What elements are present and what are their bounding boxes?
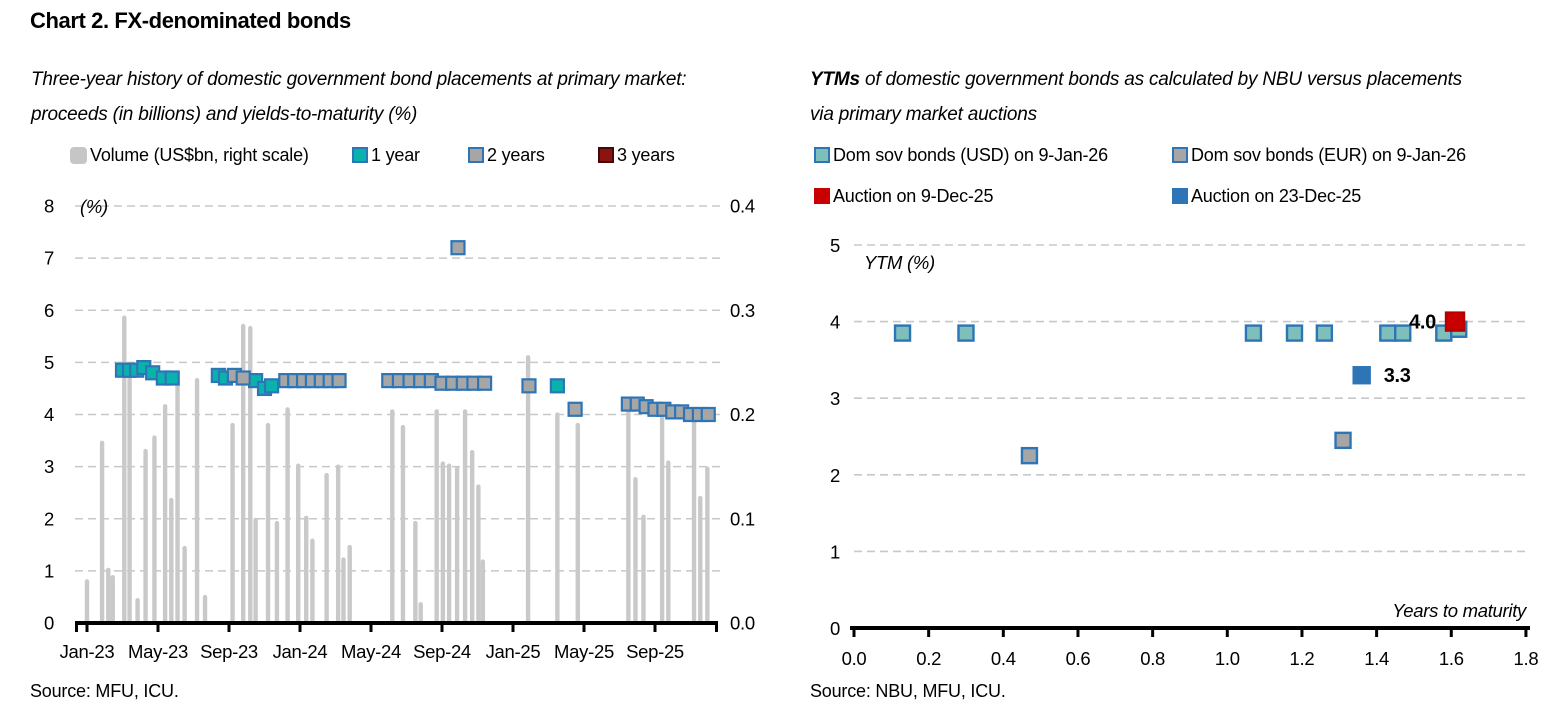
page-title: Chart 2. FX-denominated bonds bbox=[30, 8, 351, 33]
legend-label-auction-23-dec: Auction on 23-Dec-25 bbox=[1191, 185, 1362, 206]
svg-text:0.3: 0.3 bbox=[730, 300, 755, 321]
svg-text:0.8: 0.8 bbox=[1140, 648, 1165, 669]
svg-text:0: 0 bbox=[830, 618, 840, 639]
svg-text:May-24: May-24 bbox=[341, 641, 401, 662]
right-chart-subtitle: YTMs of domestic government bonds as cal… bbox=[810, 62, 1563, 132]
svg-text:May-23: May-23 bbox=[128, 641, 188, 662]
legend-item-1-year: 1 year bbox=[352, 145, 420, 165]
three-years-swatch-icon bbox=[598, 147, 614, 163]
left-subtitle-line2: proceeds (in billions) and yields-to-mat… bbox=[31, 104, 418, 125]
right-subtitle-line2: via primary market auctions bbox=[810, 104, 1037, 125]
left-chart-subtitle: Three-year history of domestic governmen… bbox=[31, 62, 771, 132]
svg-text:2: 2 bbox=[44, 508, 54, 529]
svg-text:1.0: 1.0 bbox=[1215, 648, 1240, 669]
svg-text:1.2: 1.2 bbox=[1290, 648, 1315, 669]
svg-text:0.2: 0.2 bbox=[730, 404, 755, 425]
right-chart-plot: 0.0 0.2 0.4 0.6 0.8 1.0 1.2 1.4 1.6 1.8 0 1 2 3 4 5 4.0 3… bbox=[830, 235, 1539, 669]
svg-text:5: 5 bbox=[44, 352, 54, 373]
legend-item-3-years: 3 years bbox=[598, 145, 675, 165]
legend-label-auction-9-dec: Auction on 9-Dec-25 bbox=[833, 185, 994, 206]
svg-text:0: 0 bbox=[44, 613, 54, 634]
svg-text:Years to maturity: Years to maturity bbox=[1392, 600, 1528, 621]
svg-text:0.0: 0.0 bbox=[730, 613, 755, 634]
svg-text:1.4: 1.4 bbox=[1364, 648, 1389, 669]
left-chart-plot: 0 1 2 3 4 5 6 7 8 0.0 0.1 0.2 0.3 0.4 Jan-23 May-23 Sep-… bbox=[44, 196, 755, 663]
svg-text:Jan-24: Jan-24 bbox=[273, 641, 328, 662]
svg-text:8: 8 bbox=[44, 196, 54, 217]
legend-label-2-years: 2 years bbox=[487, 144, 545, 165]
svg-text:Sep-24: Sep-24 bbox=[413, 641, 471, 662]
svg-text:4: 4 bbox=[44, 404, 54, 425]
svg-text:0.0: 0.0 bbox=[842, 648, 867, 669]
svg-text:1: 1 bbox=[44, 560, 54, 581]
legend-label-3-years: 3 years bbox=[617, 144, 675, 165]
svg-text:0.4: 0.4 bbox=[991, 648, 1016, 669]
right-subtitle-rest: of domestic government bonds as calculat… bbox=[859, 69, 1462, 90]
svg-text:Sep-23: Sep-23 bbox=[200, 641, 258, 662]
svg-text:3: 3 bbox=[44, 456, 54, 477]
legend-label-eur-bonds: Dom sov bonds (EUR) on 9-Jan-26 bbox=[1191, 144, 1466, 165]
svg-text:5: 5 bbox=[830, 235, 840, 256]
right-subtitle-bold: YTMs bbox=[810, 69, 860, 90]
svg-text:7: 7 bbox=[44, 248, 54, 269]
svg-text:1: 1 bbox=[830, 541, 840, 562]
svg-text:0.2: 0.2 bbox=[916, 648, 941, 669]
svg-text:Sep-25: Sep-25 bbox=[626, 641, 684, 662]
auction-23-dec-swatch-icon bbox=[1172, 188, 1188, 204]
legend-label-volume: Volume (US$bn, right scale) bbox=[90, 144, 309, 165]
svg-text:May-25: May-25 bbox=[554, 641, 614, 662]
svg-text:1.6: 1.6 bbox=[1439, 648, 1464, 669]
legend-item-auction-9-dec: Auction on 9-Dec-25 bbox=[814, 186, 993, 206]
usd-bonds-swatch-icon bbox=[814, 147, 830, 163]
volume-swatch-icon bbox=[70, 146, 87, 164]
legend-item-auction-23-dec: Auction on 23-Dec-25 bbox=[1172, 186, 1361, 206]
left-subtitle-line1: Three-year history of domestic governmen… bbox=[31, 69, 687, 90]
eur-bonds-swatch-icon bbox=[1172, 147, 1188, 163]
one-year-swatch-icon bbox=[352, 147, 368, 163]
svg-text:4.0: 4.0 bbox=[1409, 312, 1436, 334]
legend-item-usd-bonds: Dom sov bonds (USD) on 9-Jan-26 bbox=[814, 145, 1108, 165]
svg-text:Jan-23: Jan-23 bbox=[60, 641, 115, 662]
svg-text:6: 6 bbox=[44, 300, 54, 321]
svg-text:0.6: 0.6 bbox=[1066, 648, 1091, 669]
two-years-swatch-icon bbox=[468, 147, 484, 163]
legend-item-eur-bonds: Dom sov bonds (EUR) on 9-Jan-26 bbox=[1172, 145, 1466, 165]
svg-text:4: 4 bbox=[830, 312, 840, 333]
svg-text:(%): (%) bbox=[80, 196, 108, 217]
svg-text:1.8: 1.8 bbox=[1514, 648, 1539, 669]
svg-text:0.4: 0.4 bbox=[730, 196, 755, 217]
legend-item-2-years: 2 years bbox=[468, 145, 545, 165]
legend-label-usd-bonds: Dom sov bonds (USD) on 9-Jan-26 bbox=[833, 144, 1108, 165]
right-chart-source: Source: NBU, MFU, ICU. bbox=[810, 681, 1006, 701]
legend-label-1-year: 1 year bbox=[371, 144, 420, 165]
svg-text:3.3: 3.3 bbox=[1384, 365, 1411, 387]
svg-text:YTM (%): YTM (%) bbox=[864, 252, 935, 273]
svg-text:Jan-25: Jan-25 bbox=[486, 641, 541, 662]
auction-9-dec-swatch-icon bbox=[814, 188, 830, 204]
left-chart-source: Source: MFU, ICU. bbox=[30, 681, 179, 701]
svg-text:2: 2 bbox=[830, 465, 840, 486]
svg-text:0.1: 0.1 bbox=[730, 508, 755, 529]
legend-item-volume: Volume (US$bn, right scale) bbox=[70, 145, 309, 165]
svg-text:3: 3 bbox=[830, 388, 840, 409]
